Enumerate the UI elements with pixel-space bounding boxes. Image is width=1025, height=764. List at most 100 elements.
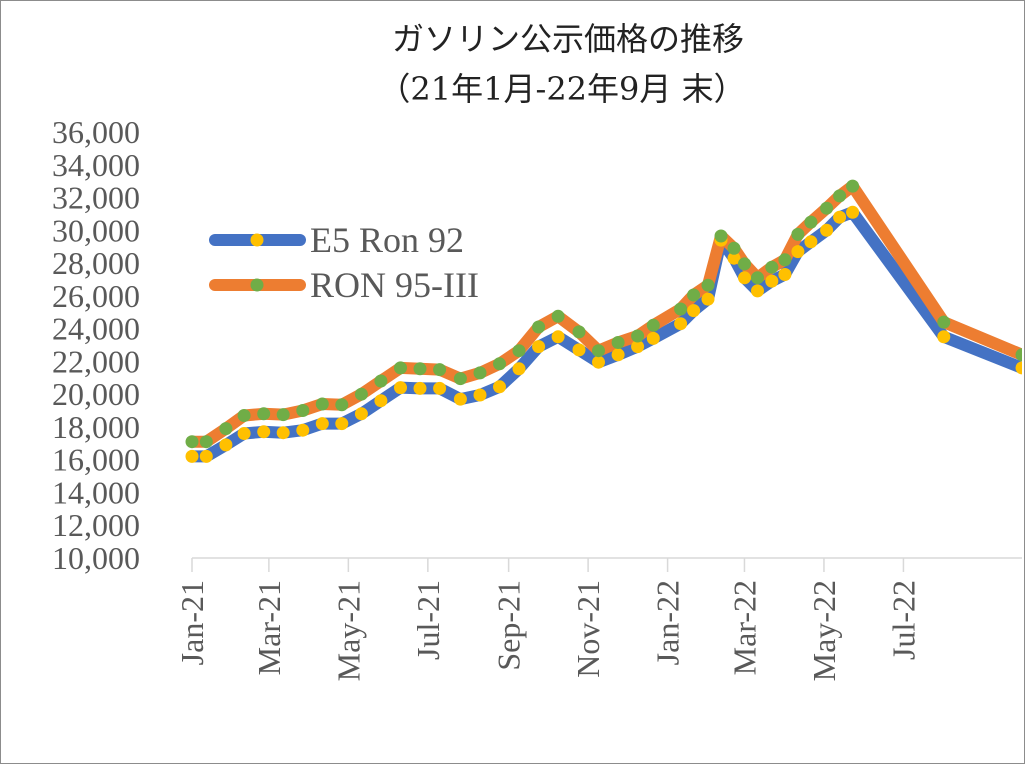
series-0-point — [374, 394, 388, 408]
y-tick-label: 34,000 — [52, 147, 140, 183]
x-tick-label: Jan-22 — [650, 580, 686, 665]
y-tick-label: 16,000 — [52, 442, 140, 478]
series-1-point — [738, 257, 751, 271]
series-1-point — [727, 241, 741, 255]
series-0-point — [453, 392, 467, 406]
series-1-point — [335, 398, 349, 412]
series-0-point — [833, 210, 847, 224]
x-tick-label: Jul-22 — [885, 580, 921, 660]
series-1-point — [751, 271, 764, 285]
series-0-point — [727, 251, 741, 265]
series-1-point — [937, 315, 951, 329]
x-tick-label: Jul-21 — [410, 580, 446, 660]
series-0-point — [646, 331, 660, 345]
series-1-point — [433, 363, 447, 377]
series-0-point — [473, 388, 487, 402]
series-1-point — [1015, 348, 1022, 362]
legend-label-ron95: RON 95-III — [310, 265, 479, 305]
series-1-point — [687, 288, 701, 302]
series-0-point — [296, 423, 310, 437]
series-1-point — [493, 357, 506, 371]
series-layer — [185, 179, 1022, 463]
series-1-point — [701, 278, 715, 292]
series-1-point — [219, 422, 233, 436]
series-1-point — [714, 229, 728, 243]
y-tick-label: 24,000 — [52, 311, 140, 347]
series-1-point — [778, 253, 792, 267]
series-1-point — [592, 344, 605, 358]
series-1-point — [804, 215, 818, 229]
series-1-point — [296, 404, 310, 417]
series-1-point — [532, 320, 546, 334]
series-1-point — [512, 344, 526, 358]
series-1-point — [674, 302, 688, 316]
series-0-point — [354, 407, 368, 421]
series-0-point — [687, 304, 701, 318]
series-0-point — [237, 427, 251, 440]
series-0-point — [937, 330, 951, 344]
series-1-point — [833, 189, 847, 203]
x-tick-label: Jan-21 — [174, 580, 210, 665]
y-tick-label: 14,000 — [52, 474, 140, 510]
y-tick-label: 12,000 — [52, 507, 140, 543]
series-1-point — [473, 366, 487, 380]
series-0-point — [185, 449, 199, 463]
y-tick-label: 20,000 — [52, 376, 140, 412]
x-tick-label: Mar-21 — [251, 580, 287, 675]
series-0-point — [738, 271, 751, 285]
series-1-point — [257, 407, 271, 421]
series-0-point — [1015, 361, 1022, 375]
x-tick-label: May-21 — [330, 580, 366, 681]
legend-marker-e5 — [250, 233, 264, 247]
series-0-point — [433, 381, 447, 395]
series-1-point — [394, 361, 407, 375]
series-1-point — [199, 435, 213, 449]
y-tick-label: 32,000 — [52, 180, 140, 216]
y-axis: 10,00012,00014,00016,00018,00020,00022,0… — [52, 114, 140, 576]
series-0-point — [592, 355, 605, 369]
series-1-point — [413, 362, 427, 376]
series-0-point — [572, 343, 586, 357]
legend: E5 Ron 92 RON 95-III — [209, 220, 479, 305]
y-tick-label: 18,000 — [52, 409, 140, 445]
chart-title-line2: （21年1月-22年9月 末） — [378, 70, 745, 108]
series-0-point — [674, 317, 688, 331]
y-tick-label: 10,000 — [52, 540, 140, 576]
series-0-point — [493, 380, 506, 394]
x-axis: Jan-21 Mar-21 May-21 Jul-21 Sep-21 Nov-21 Jan-… — [174, 557, 1022, 681]
series-0-point — [512, 362, 526, 376]
series-1-point — [185, 435, 199, 449]
series-1-point — [551, 309, 565, 323]
series-0-point — [532, 340, 546, 354]
series-1-point — [354, 387, 368, 401]
series-0-point — [394, 381, 407, 395]
x-tick-label: Nov-21 — [570, 580, 606, 678]
x-tick-label: Sep-21 — [491, 580, 527, 671]
series-0-point — [791, 245, 805, 259]
series-0-point — [199, 449, 213, 463]
series-1-point — [611, 336, 625, 349]
series-0-point — [778, 268, 792, 281]
series-1-point — [276, 408, 290, 422]
y-tick-label: 22,000 — [52, 343, 140, 379]
series-1-point — [765, 260, 779, 274]
series-0-point — [611, 348, 625, 362]
series-1-point — [646, 318, 660, 332]
y-tick-label: 28,000 — [52, 245, 140, 281]
x-tick-label: May-22 — [806, 580, 842, 681]
y-tick-label: 36,000 — [52, 114, 140, 150]
series-0-point — [335, 417, 349, 431]
chart-title-line1: ガソリン公示価格の推移 — [392, 20, 744, 58]
series-0-point — [315, 417, 329, 431]
series-1-point — [374, 374, 388, 388]
series-group — [185, 179, 1022, 463]
series-0-point — [846, 205, 860, 219]
series-1-point — [631, 329, 645, 343]
series-0-point — [276, 426, 290, 440]
series-1-point — [820, 201, 834, 215]
series-0-point — [551, 330, 565, 344]
y-tick-label: 26,000 — [52, 278, 140, 314]
series-1-point — [791, 227, 805, 241]
series-1-point — [846, 179, 860, 193]
